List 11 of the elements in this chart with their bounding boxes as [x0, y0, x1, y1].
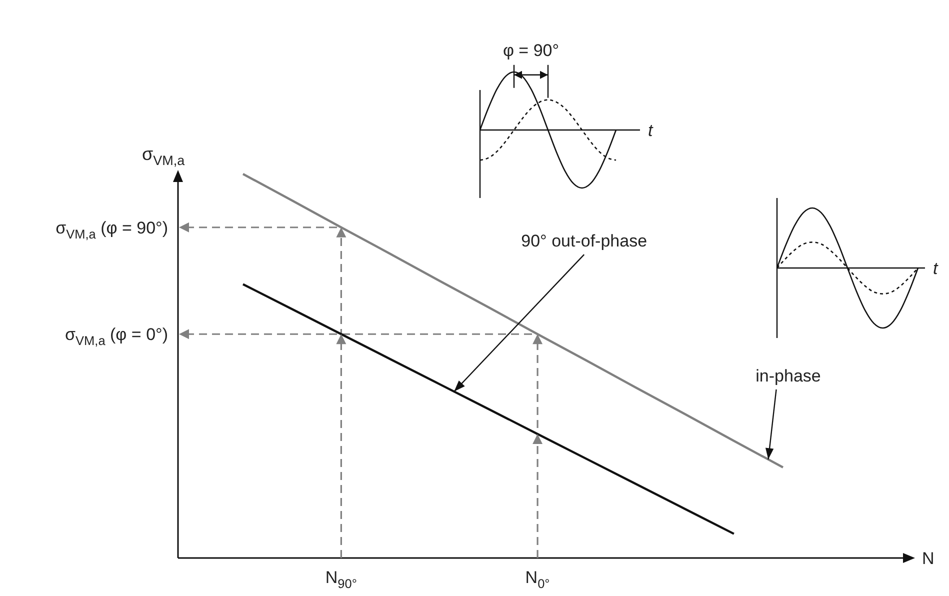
text: σ$_{VM,a}$ (φ = 90°) — [56, 218, 168, 241]
x-tick-label: N$_{0°}$ — [525, 568, 550, 591]
x-axis-title: t — [648, 121, 654, 140]
annotation: 90° out-of-phase — [521, 232, 648, 251]
text: N — [922, 549, 934, 568]
x-tick-label: N$_{90°}$ — [325, 568, 357, 591]
y-axis-title: σ$_{VM,a}$ — [142, 144, 186, 168]
annotation: in-phase — [756, 366, 821, 386]
text: σ$_{VM,a}$ (φ = 0°) — [65, 325, 168, 348]
x-axis-title: t — [933, 259, 939, 278]
text: φ = 90° — [502, 40, 560, 60]
